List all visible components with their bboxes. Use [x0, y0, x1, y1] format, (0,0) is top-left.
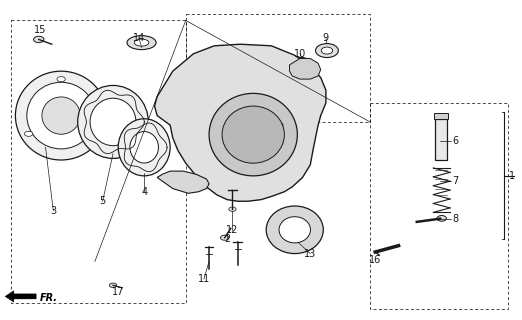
Text: 3: 3 [50, 206, 56, 216]
Ellipse shape [209, 93, 298, 176]
Polygon shape [155, 44, 326, 201]
Circle shape [89, 131, 98, 136]
Circle shape [220, 235, 229, 240]
Text: 10: 10 [294, 49, 306, 59]
Ellipse shape [16, 71, 107, 160]
Circle shape [110, 283, 116, 288]
Polygon shape [435, 119, 447, 160]
Ellipse shape [42, 97, 80, 134]
Ellipse shape [127, 36, 156, 50]
Ellipse shape [78, 85, 148, 158]
Text: 4: 4 [141, 187, 147, 197]
Circle shape [292, 58, 311, 69]
Text: 9: 9 [323, 33, 329, 43]
Polygon shape [290, 59, 321, 79]
Circle shape [33, 36, 44, 43]
Circle shape [229, 207, 236, 212]
Circle shape [289, 137, 296, 142]
Ellipse shape [27, 82, 96, 149]
Circle shape [25, 131, 33, 136]
Text: 15: 15 [34, 25, 46, 35]
Ellipse shape [279, 217, 311, 243]
Text: 13: 13 [304, 249, 316, 259]
Text: 8: 8 [453, 214, 459, 224]
Text: 17: 17 [112, 287, 124, 297]
Text: 6: 6 [453, 136, 459, 146]
Ellipse shape [130, 132, 159, 163]
Polygon shape [157, 171, 209, 193]
Text: 2: 2 [224, 234, 230, 244]
Circle shape [298, 61, 306, 66]
Text: 7: 7 [453, 176, 459, 186]
Text: 18: 18 [273, 123, 286, 133]
Text: 14: 14 [133, 33, 145, 43]
Text: FR.: FR. [40, 293, 58, 303]
Circle shape [321, 47, 333, 54]
Text: 12: 12 [226, 225, 239, 235]
Ellipse shape [266, 206, 323, 253]
Ellipse shape [90, 98, 136, 146]
Ellipse shape [222, 106, 284, 163]
Circle shape [437, 215, 446, 221]
Text: 16: 16 [369, 255, 382, 265]
Ellipse shape [134, 39, 149, 46]
Polygon shape [5, 291, 36, 302]
Circle shape [315, 44, 338, 58]
Text: 5: 5 [100, 196, 106, 206]
Text: 11: 11 [198, 274, 210, 284]
Polygon shape [434, 113, 448, 119]
Ellipse shape [118, 119, 170, 176]
Text: 1: 1 [509, 171, 515, 181]
Circle shape [57, 76, 65, 82]
